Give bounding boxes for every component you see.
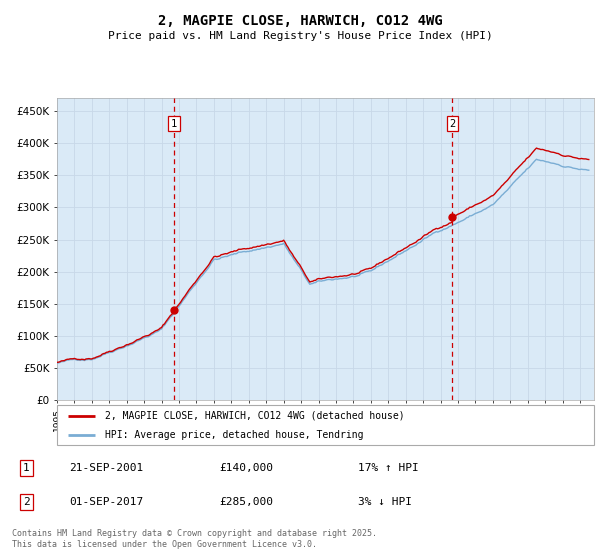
Text: 2: 2 [449,119,455,129]
Text: 1: 1 [23,463,30,473]
Text: 17% ↑ HPI: 17% ↑ HPI [358,463,418,473]
FancyBboxPatch shape [57,405,594,445]
Text: Price paid vs. HM Land Registry's House Price Index (HPI): Price paid vs. HM Land Registry's House … [107,31,493,41]
Text: 21-SEP-2001: 21-SEP-2001 [70,463,144,473]
Text: 2: 2 [23,497,30,507]
Text: 01-SEP-2017: 01-SEP-2017 [70,497,144,507]
Text: £140,000: £140,000 [220,463,274,473]
Text: £285,000: £285,000 [220,497,274,507]
Text: 2, MAGPIE CLOSE, HARWICH, CO12 4WG (detached house): 2, MAGPIE CLOSE, HARWICH, CO12 4WG (deta… [106,411,405,421]
Text: Contains HM Land Registry data © Crown copyright and database right 2025.
This d: Contains HM Land Registry data © Crown c… [12,529,377,549]
Text: 2, MAGPIE CLOSE, HARWICH, CO12 4WG: 2, MAGPIE CLOSE, HARWICH, CO12 4WG [158,14,442,28]
Text: HPI: Average price, detached house, Tendring: HPI: Average price, detached house, Tend… [106,430,364,440]
Text: 3% ↓ HPI: 3% ↓ HPI [358,497,412,507]
Text: 1: 1 [171,119,177,129]
